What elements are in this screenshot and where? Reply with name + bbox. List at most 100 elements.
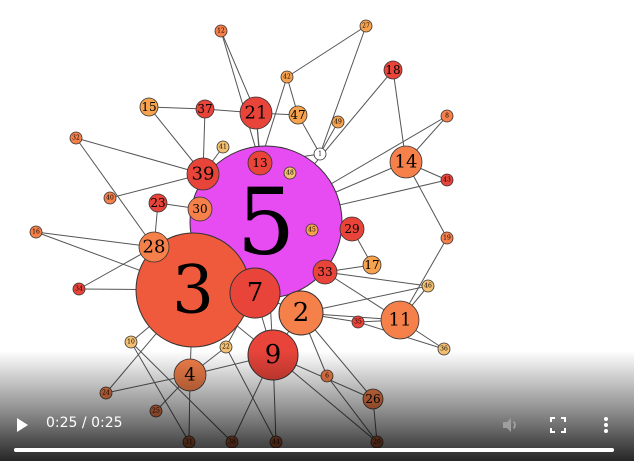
graph-node-2: 2 [278, 290, 324, 336]
graph-node-13: 13 [247, 150, 273, 176]
node-label: 2 [293, 298, 310, 328]
node-label: 17 [364, 258, 379, 272]
node-label: 33 [317, 265, 332, 279]
node-label: 22 [222, 344, 230, 351]
node-circle [216, 140, 230, 154]
graph-node-36: 36 [437, 342, 451, 356]
graph-node-9: 9 [247, 329, 299, 381]
graph-edge [75, 137, 155, 248]
node-label: 48 [286, 170, 294, 177]
node-label: 23 [150, 196, 165, 210]
graph-node-43: 43 [440, 173, 454, 187]
graph-node-32: 32 [69, 131, 83, 145]
node-circle [195, 99, 215, 119]
node-circle [239, 96, 273, 130]
node-circle [214, 24, 228, 38]
graph-node-28: 28 [138, 231, 170, 263]
node-circle [331, 115, 345, 129]
node-circle [389, 145, 423, 179]
graph-edge [319, 25, 367, 155]
node-label: 15 [141, 100, 156, 114]
graph-node-48: 48 [283, 166, 297, 180]
node-label: 18 [385, 63, 400, 77]
more-options-button[interactable] [592, 411, 620, 439]
graph-nodes: 53 792 11414213913283029332637152347181727… [29, 19, 454, 449]
fullscreen-icon [550, 417, 566, 433]
node-label: 7 [247, 278, 264, 308]
node-label: 49 [334, 119, 342, 126]
node-label: 40 [106, 195, 114, 202]
graph-node-14: 14 [389, 145, 423, 179]
graph-node-46: 46 [421, 279, 435, 293]
time-separator: / [77, 415, 92, 431]
node-circle [229, 267, 281, 319]
node-label: 42 [283, 74, 291, 81]
node-circle [29, 225, 43, 239]
fullscreen-button[interactable] [544, 411, 572, 439]
node-label: 35 [354, 319, 362, 326]
node-label: 24 [102, 390, 110, 397]
graph-node-23: 23 [148, 193, 168, 213]
graph-node-37: 37 [195, 99, 215, 119]
graph-edge [35, 231, 155, 248]
progress-bar[interactable] [14, 448, 614, 452]
node-circle [283, 166, 297, 180]
node-label: 30 [192, 202, 207, 216]
graph-node-6: 6 [320, 369, 334, 383]
node-circle [440, 173, 454, 187]
node-label: 9 [265, 340, 282, 370]
node-label: 6 [325, 373, 329, 380]
node-label: 37 [197, 102, 212, 116]
node-label: 4 [184, 365, 195, 386]
node-label: 21 [245, 103, 268, 124]
graph-node-1: 1 [313, 147, 327, 161]
more-vert-icon [604, 417, 608, 433]
node-circle [280, 70, 294, 84]
node-circle [138, 231, 170, 263]
graph-node-15: 15 [139, 97, 159, 117]
node-label: 41 [219, 144, 227, 151]
node-label: 29 [344, 222, 359, 236]
node-circle [440, 231, 454, 245]
node-label: 13 [252, 156, 267, 170]
node-circle [278, 290, 324, 336]
graph-node-42: 42 [280, 70, 294, 84]
node-circle [312, 259, 338, 285]
graph-node-34: 34 [72, 282, 86, 296]
node-label: 28 [143, 237, 166, 258]
graph-edge [75, 137, 204, 175]
progress-fill [14, 448, 614, 452]
node-label: 43 [443, 177, 451, 184]
node-circle [313, 147, 327, 161]
time-display: 0:25 / 0:25 [46, 415, 123, 431]
graph-node-12: 12 [214, 24, 228, 38]
node-circle [383, 60, 403, 80]
node-label: 3 [172, 252, 214, 329]
node-label: 47 [290, 108, 305, 122]
graph-node-40: 40 [103, 191, 117, 205]
mute-button[interactable] [496, 411, 524, 439]
graph-edge [324, 271, 429, 287]
node-circle [186, 157, 220, 191]
node-label: 34 [75, 286, 83, 293]
node-circle [380, 300, 420, 340]
node-label: 14 [395, 152, 418, 173]
node-label: 19 [443, 235, 451, 242]
graph-node-19: 19 [440, 231, 454, 245]
node-label: 46 [424, 283, 432, 290]
node-label: 45 [308, 227, 316, 234]
node-label: 16 [32, 229, 40, 236]
graph-node-21: 21 [239, 96, 273, 130]
graph-node-35: 35 [351, 315, 365, 329]
node-circle [103, 191, 117, 205]
play-icon [17, 418, 28, 432]
graph-node-7: 7 [229, 267, 281, 319]
node-label: 1 [318, 151, 322, 158]
play-button[interactable] [8, 411, 36, 439]
graph-node-39: 39 [186, 157, 220, 191]
node-label: 8 [445, 113, 449, 120]
graph-node-17: 17 [362, 255, 382, 275]
volume-icon [503, 418, 516, 432]
